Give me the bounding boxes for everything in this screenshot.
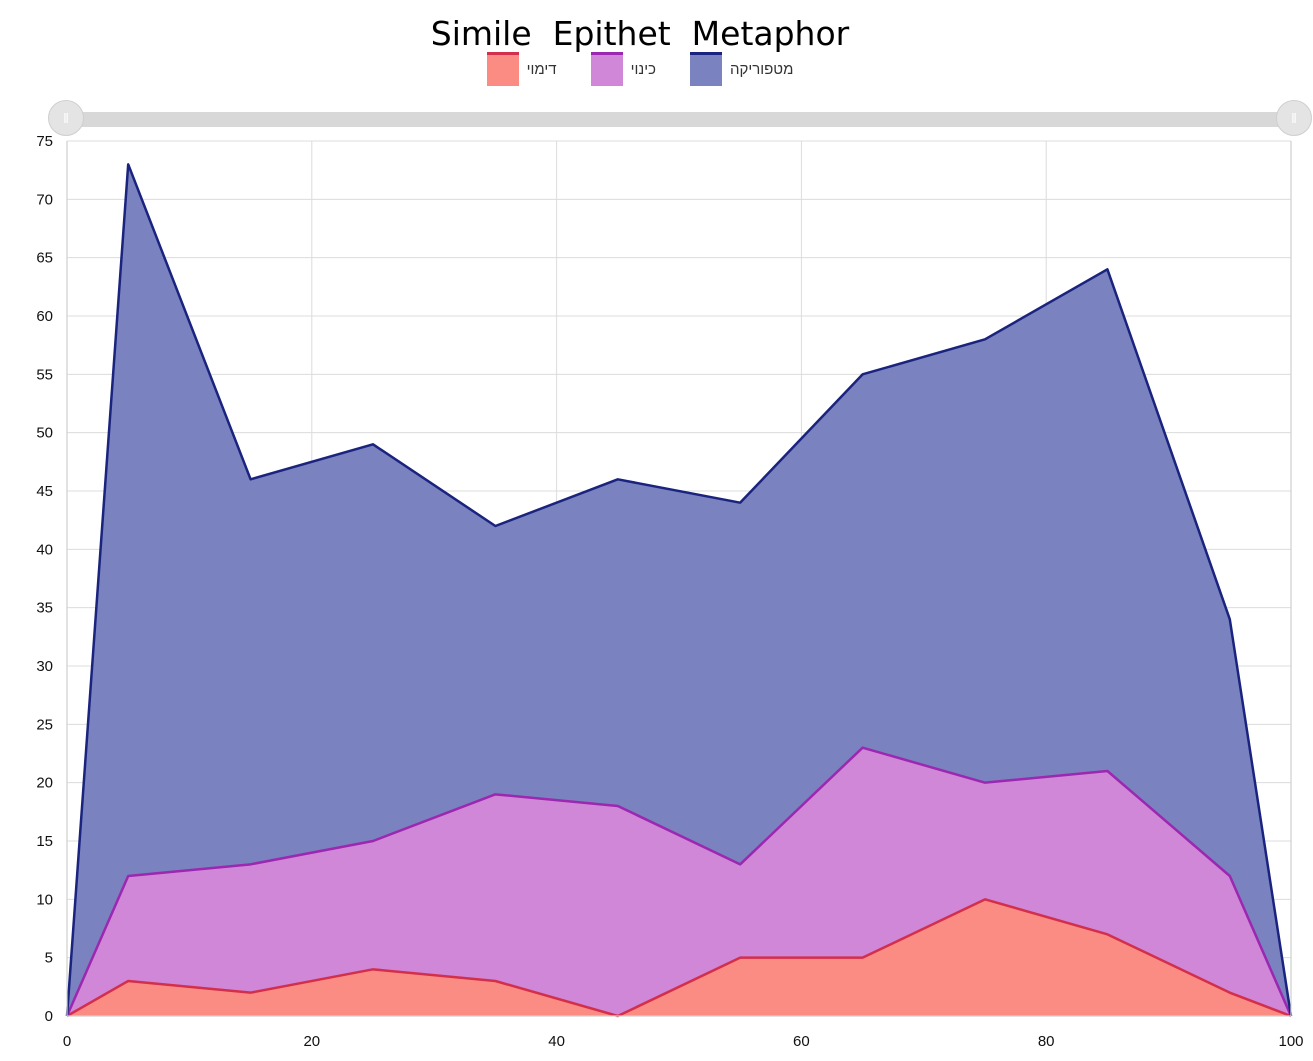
slider-track[interactable]	[66, 112, 1294, 127]
legend-item-metaphor[interactable]: מטפוריקה	[690, 52, 793, 86]
legend-swatch-metaphor	[690, 52, 722, 86]
legend-swatch-simile	[486, 52, 519, 86]
range-slider[interactable]: ǁ ǁ	[48, 100, 1312, 138]
area-line-series-2	[65, 163, 1293, 1017]
y-tick-label: 35	[36, 600, 53, 617]
area-line-series-0	[66, 898, 1292, 1018]
area-fill-series-1	[67, 747, 1291, 1016]
area-series	[65, 163, 1293, 1018]
legend-item-epithet[interactable]: כינוי	[590, 52, 656, 86]
y-tick-label: 30	[36, 658, 53, 675]
chart-title: Simile Epithet Metaphor	[430, 14, 850, 53]
x-tick-label: 0	[63, 1033, 71, 1050]
y-tick-label: 45	[36, 483, 53, 500]
x-tick-label: 100	[1278, 1033, 1303, 1050]
legend-label-metaphor: מטפוריקה	[730, 60, 794, 78]
y-tick-label: 0	[45, 1008, 53, 1025]
axes: 0 5 10 15 20 25 30 35 40 45 50 55 60 65 70 75 0 20 40 60 80 1…	[36, 133, 1303, 1050]
area-fill-series-2	[67, 164, 1291, 1017]
x-tick-label: 80	[1038, 1033, 1055, 1050]
y-tick-label: 5	[45, 950, 53, 967]
y-tick-label: 25	[36, 716, 53, 733]
legend: דימוי כינוי מטפוריקה	[0, 52, 1280, 86]
x-tick-label: 20	[303, 1033, 320, 1050]
y-tick-label: 60	[36, 308, 53, 325]
y-tick-label: 15	[36, 833, 53, 850]
y-tick-label: 40	[36, 541, 53, 558]
x-tick-label: 40	[548, 1033, 565, 1050]
area-line-series-1	[65, 746, 1293, 1017]
area-fill-series-0	[67, 899, 1291, 1016]
y-tick-label: 10	[36, 891, 53, 908]
slider-handle-left[interactable]: ǁ	[48, 100, 84, 136]
legend-label-epithet: כינוי	[630, 60, 656, 78]
legend-item-simile[interactable]: דימוי	[486, 52, 557, 86]
y-tick-label: 20	[36, 775, 53, 792]
grip-icon: ǁ	[63, 110, 69, 126]
y-tick-label: 65	[36, 250, 53, 267]
y-tick-label: 75	[36, 133, 53, 150]
legend-swatch-epithet	[590, 52, 623, 86]
grip-icon: ǁ	[1291, 110, 1297, 126]
legend-label-simile: דימוי	[526, 60, 557, 78]
y-tick-label: 70	[36, 191, 53, 208]
x-tick-label: 60	[793, 1033, 810, 1050]
y-tick-label: 55	[36, 366, 53, 383]
y-tick-label: 50	[36, 425, 53, 442]
slider-handle-right[interactable]: ǁ	[1276, 100, 1312, 136]
